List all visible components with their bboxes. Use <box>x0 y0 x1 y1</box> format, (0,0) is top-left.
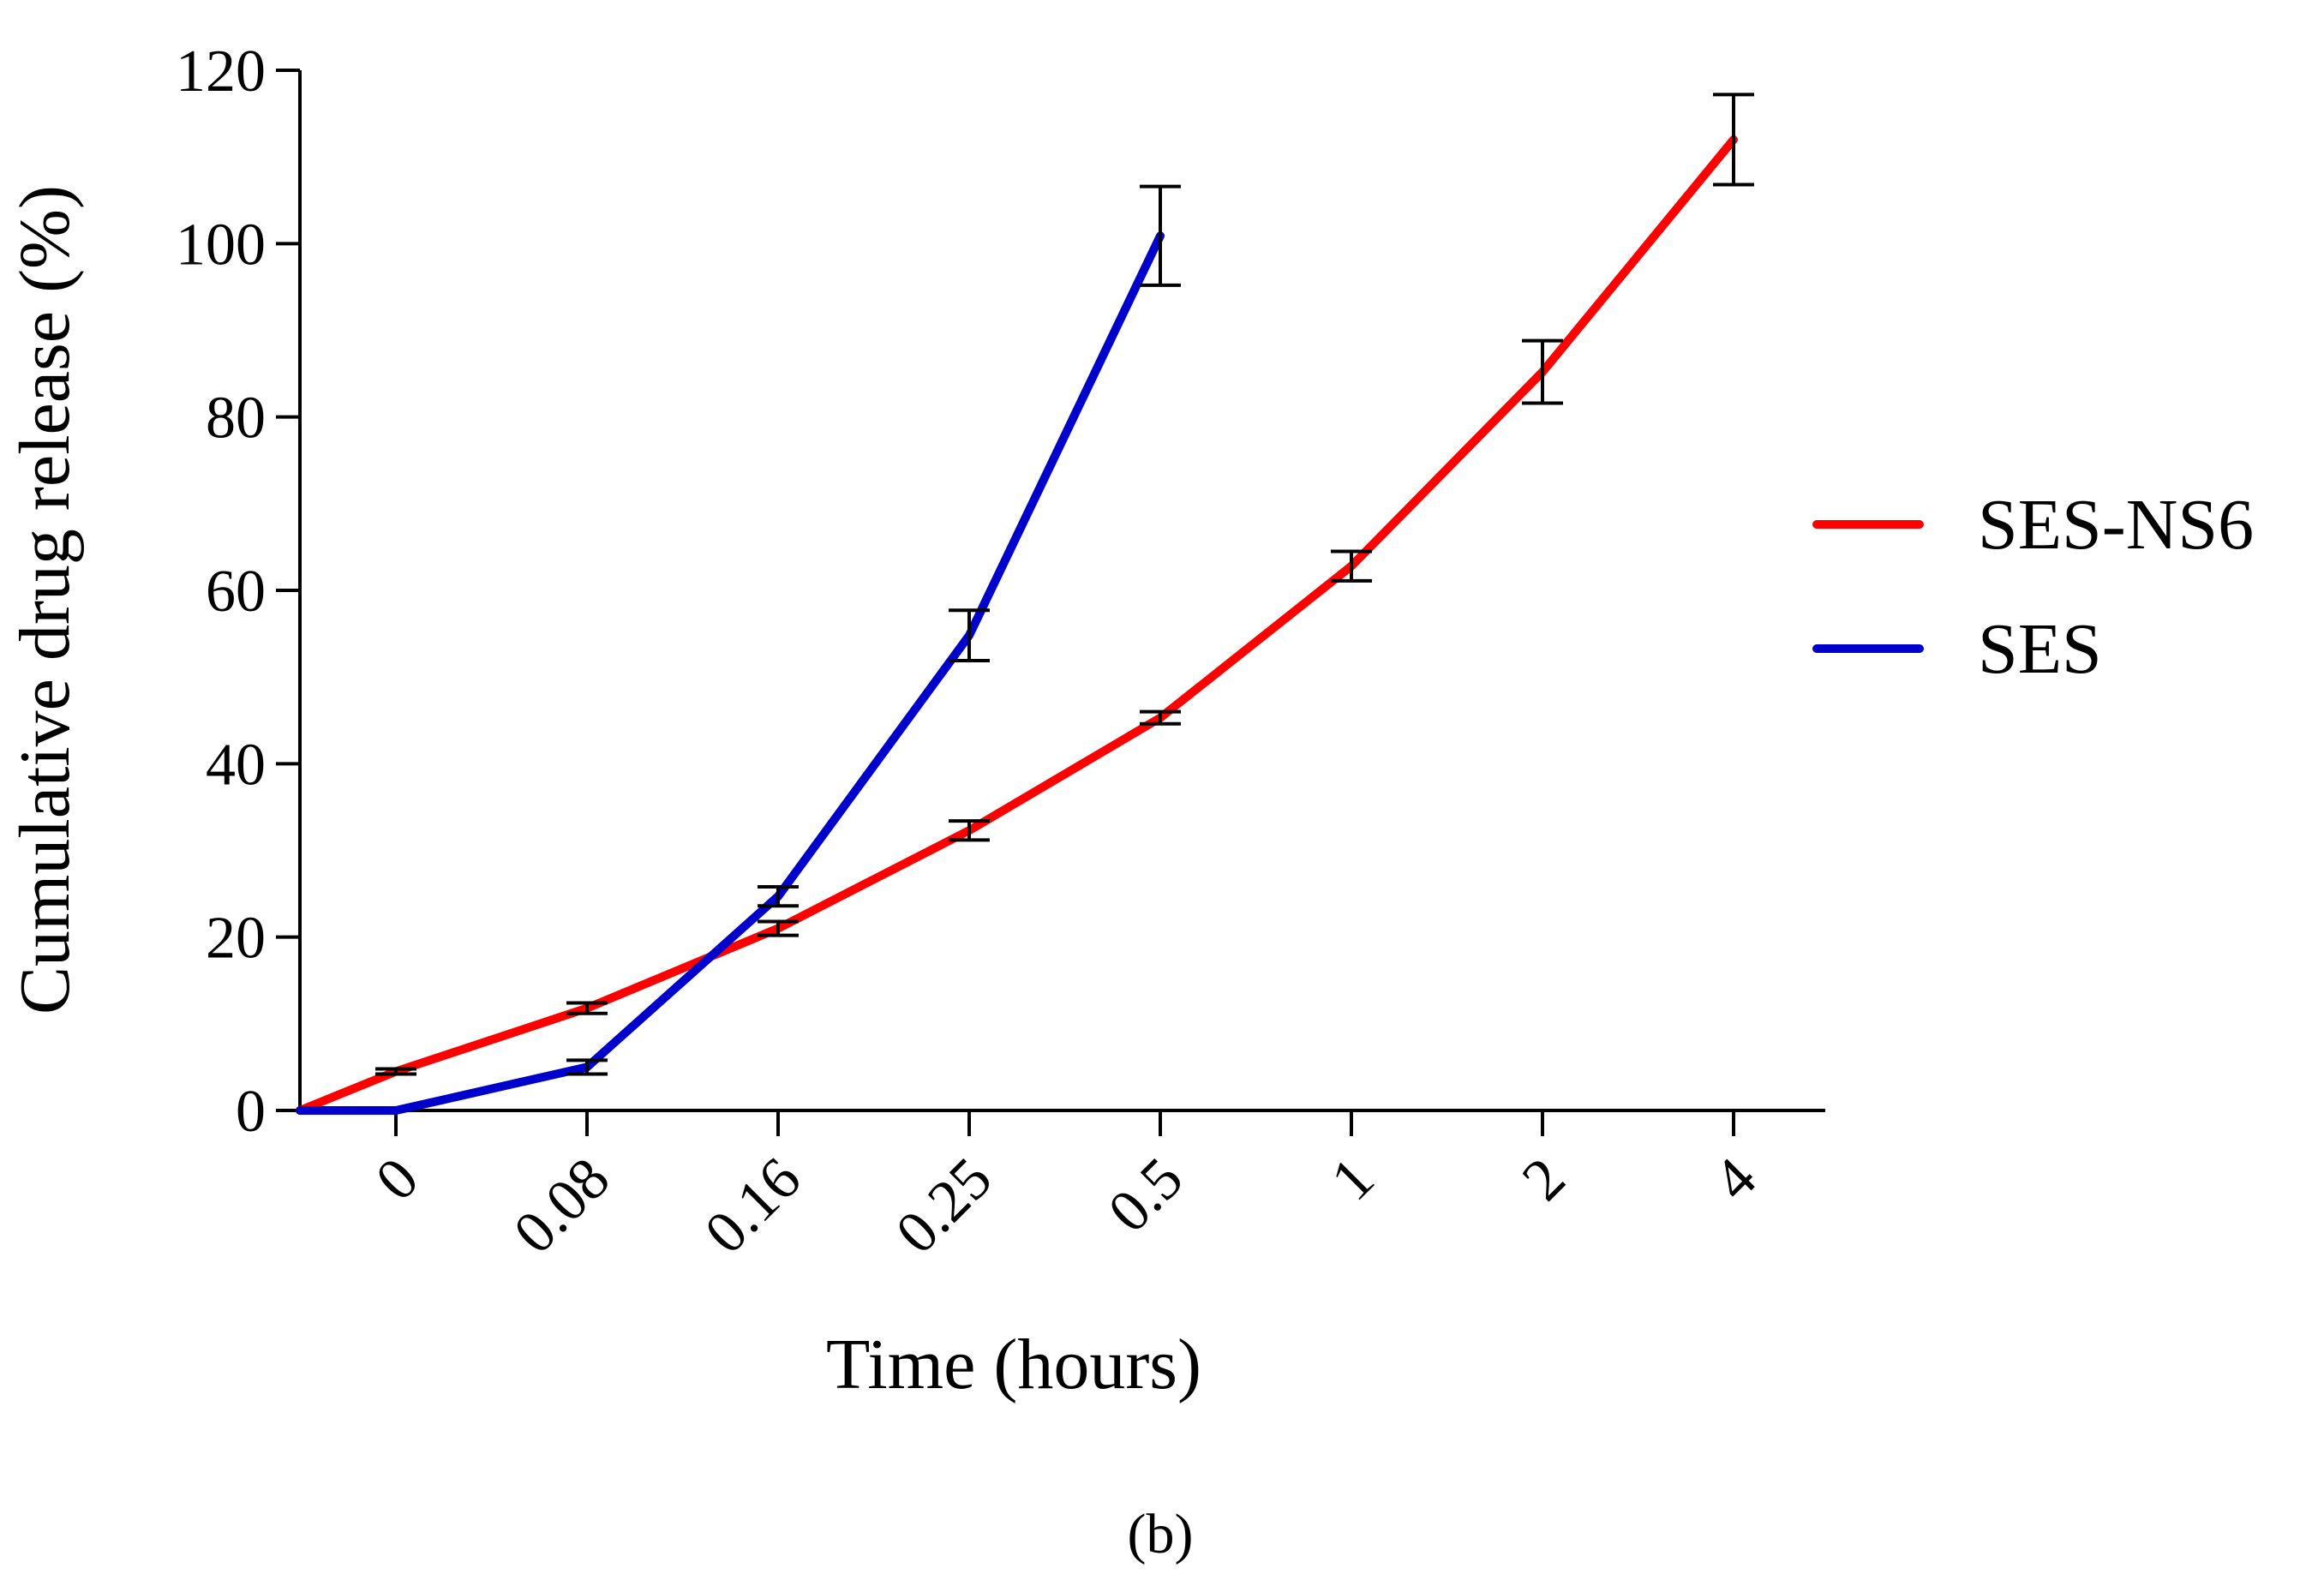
series-line-ses-ns6 <box>296 135 1738 1115</box>
axes <box>298 70 1825 1112</box>
y-tick-label: 40 <box>206 732 266 798</box>
x-tick-label: 2 <box>1510 1146 1578 1213</box>
y-tick-label: 80 <box>206 386 266 452</box>
series-layer <box>296 135 1738 1115</box>
x-tick-label: 1 <box>1319 1146 1387 1213</box>
x-tick-label: 0.25 <box>883 1146 1004 1266</box>
x-tick-label: 0.5 <box>1096 1146 1195 1245</box>
y-tick-label: 0 <box>236 1079 266 1145</box>
axis-labels: Cumulative drug release (%) Time (hours)… <box>5 185 1201 1565</box>
figure-caption: (b) <box>1128 1503 1194 1565</box>
axis-ticks: 0 20 40 60 80 100 120 0 0.08 0.16 0.25 0.5 1 2 4 <box>176 39 1769 1266</box>
legend-label: SES-NS6 <box>1978 485 2254 565</box>
x-axis-label: Time (hours) <box>826 1325 1201 1404</box>
x-tick-label: 0.08 <box>501 1146 622 1266</box>
x-tick-label: 4 <box>1701 1146 1769 1213</box>
legend: SES-NS6 SES <box>1812 485 2254 689</box>
series-line-ses <box>296 231 1165 1115</box>
y-tick-label: 100 <box>176 212 266 278</box>
y-tick-label: 120 <box>176 39 266 105</box>
y-tick-label: 20 <box>206 906 266 972</box>
x-tick-label: 0 <box>363 1146 431 1213</box>
y-tick-label: 60 <box>206 559 266 625</box>
x-tick-label: 0.16 <box>692 1146 813 1266</box>
legend-label: SES <box>1978 609 2102 689</box>
y-axis-label: Cumulative drug release (%) <box>5 185 85 1014</box>
error-bars <box>375 93 1754 1076</box>
